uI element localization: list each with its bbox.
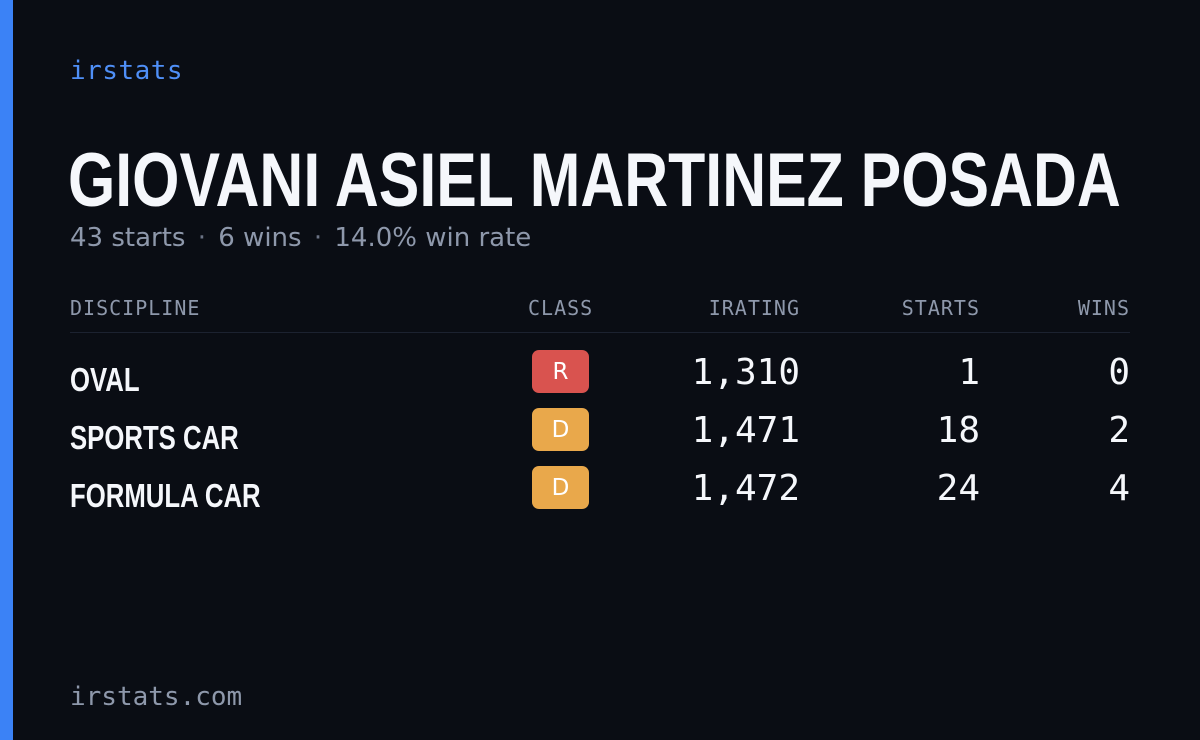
driver-summary: 43 starts · 6 wins · 14.0% win rate <box>70 223 531 253</box>
starts-value: 1 <box>958 352 980 393</box>
discipline-name: OVAL <box>70 361 140 398</box>
header-irating: IRATING <box>708 296 800 320</box>
footer-domain-link[interactable]: irstats.com <box>70 682 243 712</box>
summary-separator: · <box>197 223 206 253</box>
summary-win-rate: 14.0% win rate <box>334 223 532 253</box>
license-class-cell: D <box>532 466 589 509</box>
table-body: OVAL R 1,310 1 0 SPORTS CAR D 1,471 18 2… <box>70 350 1130 524</box>
irating-value: 1,472 <box>691 468 800 509</box>
table-row: SPORTS CAR D 1,471 18 2 <box>70 408 1130 466</box>
summary-starts: 43 starts <box>70 223 186 253</box>
wins-value: 2 <box>1108 410 1130 451</box>
accent-bar <box>0 0 13 740</box>
brand-logo[interactable]: irstats <box>70 56 184 86</box>
starts-value: 18 <box>936 410 980 451</box>
driver-name: GIOVANI ASIEL MARTINEZ POSADA <box>68 138 1121 223</box>
header-wins: WINS <box>1077 296 1130 320</box>
irating-value: 1,471 <box>691 410 800 451</box>
summary-separator: · <box>313 223 323 253</box>
table-row: OVAL R 1,310 1 0 <box>70 350 1130 408</box>
license-class-cell: R <box>532 350 589 393</box>
table-header: DISCIPLINE CLASS IRATING STARTS WINS <box>70 296 1130 333</box>
summary-wins: 6 wins <box>218 223 302 253</box>
license-class-badge: D <box>532 408 589 451</box>
discipline-name: SPORTS CAR <box>70 419 239 456</box>
stats-table: DISCIPLINE CLASS IRATING STARTS WINS OVA… <box>70 296 1130 514</box>
starts-value: 24 <box>936 468 980 509</box>
header-discipline: DISCIPLINE <box>70 296 201 320</box>
header-class: CLASS <box>528 296 594 320</box>
wins-value: 0 <box>1108 352 1130 393</box>
license-class-cell: D <box>532 408 589 451</box>
header-starts: STARTS <box>901 296 980 320</box>
license-class-badge: R <box>532 350 589 393</box>
irating-value: 1,310 <box>691 352 800 393</box>
license-class-badge: D <box>532 466 589 509</box>
discipline-name: FORMULA CAR <box>70 477 261 514</box>
table-row: FORMULA CAR D 1,472 24 4 <box>70 466 1130 524</box>
wins-value: 4 <box>1108 468 1130 509</box>
